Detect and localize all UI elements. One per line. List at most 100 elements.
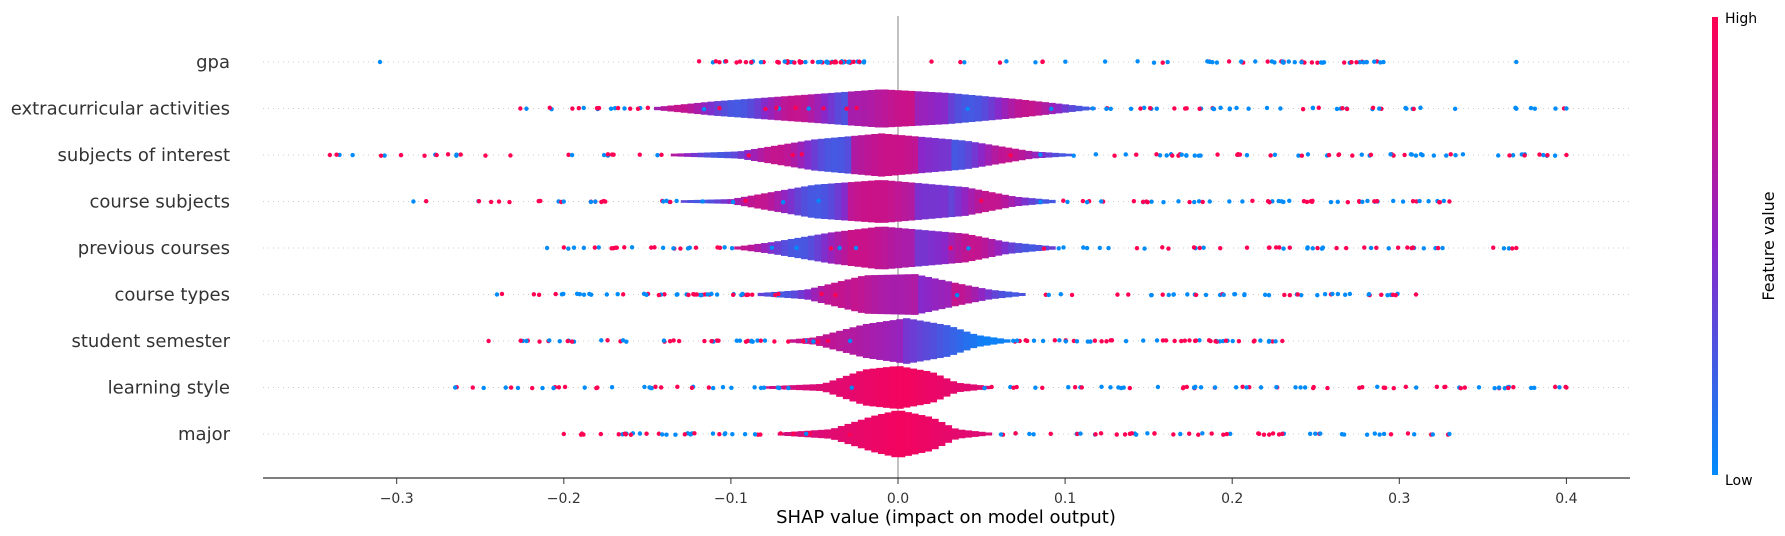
violin-slice: [923, 321, 931, 361]
shap-point: [488, 199, 494, 205]
shap-point: [667, 338, 673, 344]
shap-point: [561, 199, 566, 204]
x-axis-title: SHAP value (impact on model output): [776, 507, 1116, 528]
violin-slice: [814, 93, 822, 124]
shap-point: [561, 431, 566, 437]
shap-point: [445, 152, 451, 157]
shap-point: [1161, 200, 1166, 205]
violin-slice: [767, 192, 775, 211]
feature-row: gpa: [196, 52, 1630, 73]
shap-point: [1223, 338, 1229, 343]
violin-slice: [944, 139, 953, 171]
shap-point: [962, 60, 967, 65]
violin-slice: [964, 285, 973, 304]
violin-slice: [884, 412, 892, 456]
shap-point: [1078, 431, 1083, 436]
violin-slice: [887, 227, 896, 269]
shap-point: [1197, 338, 1202, 343]
shap-point: [799, 152, 804, 157]
violin-slice: [817, 429, 826, 439]
shap-point: [1151, 60, 1157, 65]
shap-point: [1155, 384, 1161, 390]
shap-point: [1409, 152, 1415, 157]
shap-point: [1532, 385, 1537, 390]
shap-point: [1266, 245, 1272, 250]
violin-slice: [697, 152, 705, 158]
violin-slice: [948, 185, 956, 218]
colorbar-high-label: High: [1725, 11, 1757, 27]
shap-point: [1193, 292, 1199, 298]
shap-point: [758, 59, 764, 65]
shap-point: [1448, 152, 1453, 157]
shap-point: [659, 152, 664, 158]
violin-slice: [1048, 199, 1056, 204]
violin-slice: [884, 133, 892, 177]
shap-point: [1233, 385, 1239, 390]
violin-slice: [876, 322, 884, 360]
shap-point: [793, 105, 798, 111]
violin-slice: [864, 134, 872, 176]
shap-point: [1227, 106, 1232, 112]
shap-point: [1201, 245, 1206, 250]
shap-point: [581, 245, 587, 251]
violin-slice: [857, 276, 866, 313]
violin-slice: [954, 233, 963, 263]
violin-slice: [988, 238, 996, 258]
shap-point: [1112, 153, 1117, 158]
violin-slice: [674, 104, 682, 113]
shap-point: [776, 291, 781, 297]
shap-point: [706, 385, 712, 390]
shap-point: [1093, 152, 1099, 157]
shap-point: [507, 199, 512, 205]
shap-point: [1266, 338, 1272, 344]
violin-slice: [998, 146, 1006, 164]
shap-point: [577, 292, 583, 297]
shap-point: [652, 245, 657, 250]
shap-point: [734, 338, 739, 343]
shap-point: [1203, 292, 1209, 298]
shap-point: [1165, 59, 1170, 65]
colorbar: High Low Feature value: [1712, 11, 1778, 489]
shap-point: [1256, 431, 1262, 437]
shap-point: [1296, 153, 1301, 158]
shap-point: [1295, 292, 1300, 297]
feature-row: major: [178, 410, 1630, 458]
shap-point: [1335, 199, 1340, 205]
violin-slice: [787, 188, 795, 215]
violin-slice: [931, 418, 939, 450]
violin-slice: [924, 416, 933, 452]
shap-point: [624, 339, 629, 344]
shap-point: [1368, 245, 1374, 251]
shap-point: [434, 152, 439, 158]
shap-point: [1127, 385, 1133, 391]
violin-slice: [894, 181, 902, 222]
shap-point: [664, 432, 669, 437]
shap-point: [791, 431, 796, 436]
shap-point: [1281, 199, 1286, 205]
shap-point: [1164, 153, 1169, 158]
shap-point: [1444, 153, 1449, 158]
shap-point: [1212, 385, 1218, 390]
violin-slice: [931, 138, 939, 172]
shap-point: [1302, 385, 1308, 390]
shap-point: [1403, 105, 1408, 111]
violin-slice: [829, 380, 837, 395]
violin-slice: [1008, 242, 1016, 254]
shap-point: [1460, 152, 1466, 157]
violin-slice: [904, 412, 912, 456]
shap-point: [1277, 245, 1282, 250]
shap-point: [1528, 385, 1534, 391]
shap-point: [1345, 199, 1351, 205]
violin-slice: [909, 319, 917, 363]
shap-point: [1193, 338, 1199, 343]
shap-point: [1280, 338, 1285, 344]
shap-point: [570, 106, 575, 111]
violin-slice: [824, 284, 832, 305]
shap-point: [1230, 338, 1235, 344]
shap-point: [1364, 432, 1370, 437]
violin-slice: [896, 319, 904, 363]
violin-slice: [1021, 99, 1029, 118]
shap-point: [1196, 199, 1202, 204]
violin-slice: [757, 292, 765, 297]
shap-point: [1065, 199, 1070, 205]
